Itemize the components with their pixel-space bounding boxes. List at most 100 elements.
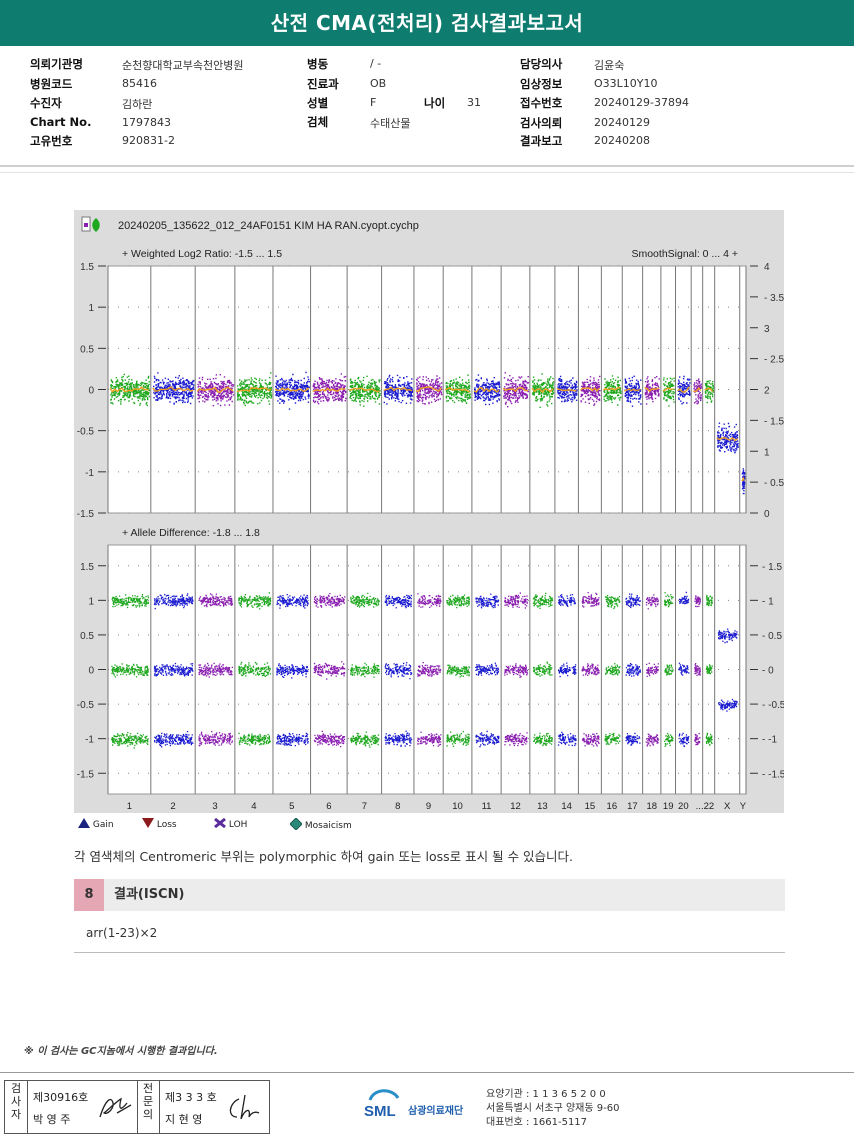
- chromosome-label: 17: [627, 801, 638, 812]
- log2-points: [704, 380, 715, 404]
- allele-points: [532, 592, 554, 609]
- legend-label: Loss: [156, 820, 177, 830]
- info-value: 920831-2: [122, 134, 175, 147]
- chromosome-labels: 1 2 3 4 5 6 7 8 9 10 11 12 13 14 15 16 17 18 19 20 ...22 X Y: [127, 801, 747, 812]
- smooth-signal-line: [196, 386, 234, 393]
- log2-points: [416, 375, 443, 405]
- allele-points: [557, 731, 577, 747]
- allele-points: [581, 732, 600, 747]
- report-title: 산전 CMA(전처리) 검사결과보고서: [0, 0, 854, 46]
- info-value: O33L10Y10: [594, 77, 658, 90]
- allele-points: [664, 592, 674, 608]
- brand-name: 삼광의료재단: [408, 1104, 464, 1117]
- y-tick-label: -1.5: [77, 769, 95, 780]
- chromosome-label: 8: [395, 801, 400, 812]
- smooth-signal-line: [502, 387, 528, 393]
- smooth-signal-line: [531, 387, 554, 394]
- chromosome-label: ...22: [696, 801, 715, 812]
- allele-points: [350, 592, 380, 608]
- file-icons: [81, 216, 100, 232]
- log2-points: [237, 372, 273, 407]
- plot-area: [107, 544, 747, 795]
- smooth-signal-line: [579, 387, 600, 392]
- chromosome-label: 12: [510, 801, 521, 812]
- allele-points: [475, 593, 500, 609]
- allele-points: [153, 662, 194, 677]
- section-number: 8: [74, 879, 104, 911]
- info-label: 검체: [307, 115, 329, 129]
- allele-points: [350, 731, 380, 748]
- info-value: 수태산물: [370, 117, 411, 130]
- allele-points: [111, 732, 149, 749]
- log2-ratio-panel: 1.5 1 0.5 0 -0.5 -1 -1.5 + Weighted Log2 Ratio:…: [77, 248, 784, 520]
- log2-points: [677, 375, 691, 405]
- allele-difference-panel: 1.5 1 0.5 0 -0.5 -1 -1.5 + Allele Difference: -…: [77, 527, 784, 795]
- y-tick-label: 1: [88, 596, 94, 607]
- allele-points: [384, 730, 413, 747]
- info-label: 검사의뢰: [520, 116, 563, 130]
- signature-box: 검사자 제30916호 박 영 주 전문의 제3 3 3 호 지 현 영: [4, 1080, 270, 1134]
- allele-points: [558, 662, 577, 678]
- info-value: / -: [370, 57, 382, 70]
- y2-tick-label: 3: [764, 324, 770, 335]
- info-value: F: [370, 96, 377, 109]
- allele-points: [533, 732, 553, 747]
- chromosome-label: 6: [326, 801, 331, 812]
- log2-points: [503, 372, 529, 408]
- sml-logo: SML 삼광의료재단: [364, 1086, 484, 1122]
- allele-points: [625, 593, 641, 609]
- smooth-signal-line: [677, 386, 690, 393]
- info-label: 임상정보: [520, 77, 563, 91]
- smooth-signal-line: [716, 437, 739, 442]
- allele-points: [238, 661, 271, 677]
- allele-points: [646, 662, 659, 677]
- info-label: Chart No.: [30, 115, 92, 129]
- allele-points: [694, 663, 701, 676]
- allele-points: [313, 593, 346, 608]
- triangle-down-icon: [142, 818, 154, 828]
- allele-points: [238, 592, 272, 610]
- chart-title: 20240205_135622_012_24AF0151 KIM HA RAN.…: [118, 220, 419, 232]
- allele-points: [604, 595, 621, 610]
- divider: [0, 165, 854, 167]
- smooth-signal-line: [741, 476, 745, 482]
- allele-points: [625, 732, 641, 746]
- info-value: 김윤숙: [594, 59, 625, 72]
- chromosome-label: 2: [170, 801, 175, 812]
- smooth-signal-line: [623, 388, 641, 392]
- y2-tick-label: 0: [764, 509, 770, 520]
- log2-points: [717, 422, 739, 454]
- smooth-signal-line: [274, 387, 310, 393]
- info-label: 성별: [307, 96, 329, 110]
- allele-points: [111, 663, 149, 678]
- info-value: 1797843: [122, 116, 171, 129]
- chromosome-label: 5: [289, 801, 294, 812]
- examiner-label: 검사자: [10, 1082, 22, 1121]
- info-value: 20240129-37894: [594, 96, 689, 109]
- allele-points: [154, 731, 194, 748]
- allele-points: [604, 732, 621, 745]
- allele-points: [417, 731, 442, 747]
- y2-tick-label: - -0.5: [762, 700, 784, 711]
- smooth-signal-line: [152, 385, 194, 392]
- smooth-signal-line: [603, 386, 621, 391]
- allele-points: [417, 662, 442, 677]
- y-tick-label: -0.5: [77, 700, 95, 711]
- allele-points: [558, 594, 576, 607]
- allele-points: [276, 594, 309, 609]
- footer-line: 대표번호 : 1661-5117: [486, 1117, 588, 1128]
- y-tick-label: 0: [88, 666, 94, 677]
- info-label: 수진자: [30, 96, 62, 110]
- examiner-license: 제30916호: [33, 1091, 89, 1104]
- info-label: 병동: [307, 57, 329, 71]
- panel-subtitle: + Allele Difference: -1.8 ... 1.8: [122, 527, 260, 539]
- allele-points: [238, 732, 271, 746]
- allele-points: [198, 662, 233, 678]
- footer-divider: [0, 1072, 854, 1073]
- examiner-name: 박 영 주: [33, 1113, 71, 1126]
- y2-tick-label: - 0.5: [762, 631, 782, 642]
- allele-points: [678, 662, 690, 676]
- smooth-signal-line: [662, 387, 674, 392]
- chromosome-label: 10: [452, 801, 463, 812]
- chromosome-label: 1: [127, 801, 132, 812]
